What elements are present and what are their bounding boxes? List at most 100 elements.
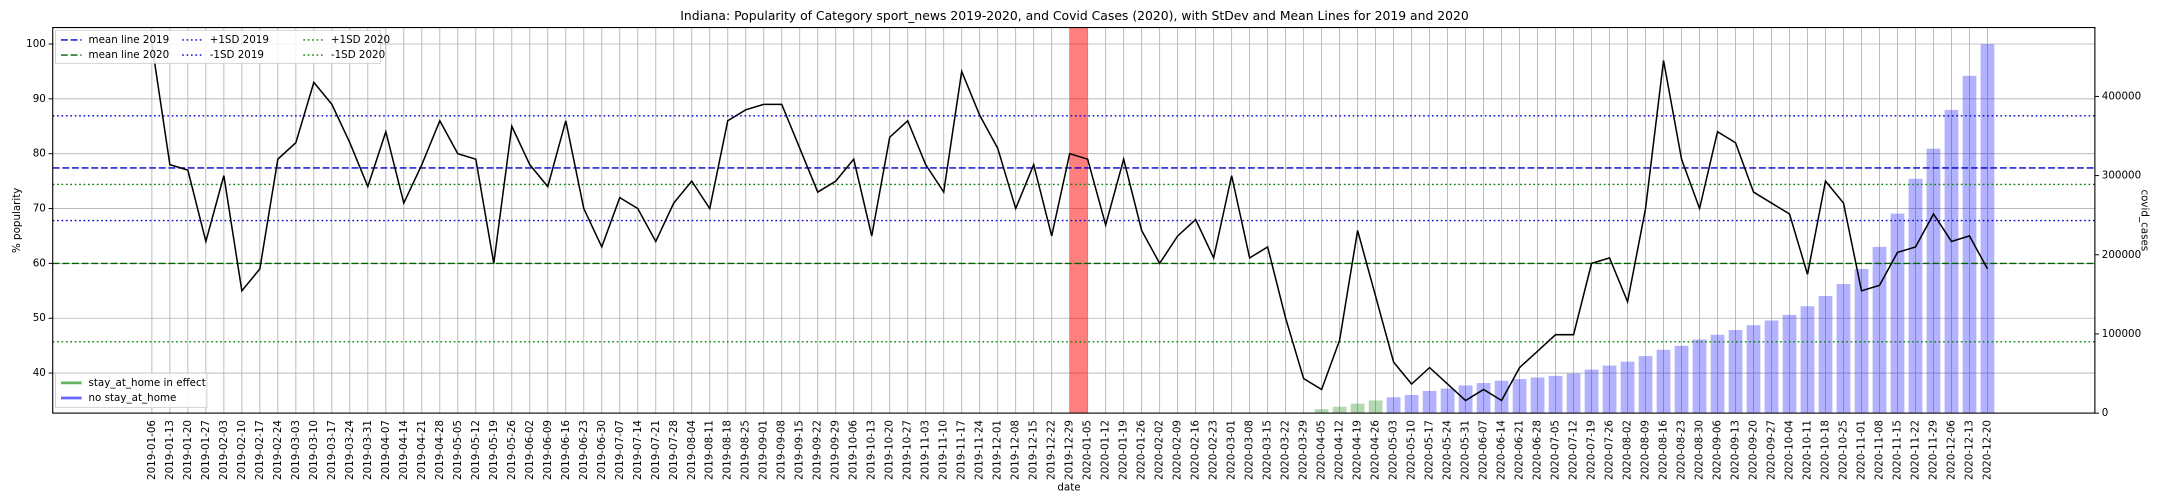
x-tick-label: 2019-04-28 bbox=[434, 420, 446, 480]
bar bbox=[1962, 75, 1977, 414]
bar bbox=[1674, 345, 1689, 414]
x-tick-label: 2019-03-03 bbox=[290, 420, 302, 480]
x-tick-label: 2019-03-24 bbox=[344, 420, 356, 480]
x-tick-label: 2019-03-17 bbox=[326, 420, 338, 480]
x-tick-label: 2019-09-15 bbox=[794, 420, 806, 480]
x-tick-label: 2020-06-21 bbox=[1514, 420, 1526, 480]
x-tick-label: 2019-11-03 bbox=[920, 420, 932, 480]
bar bbox=[1908, 178, 1923, 414]
bar bbox=[1854, 269, 1869, 414]
x-tick-label: 2019-12-08 bbox=[1010, 420, 1022, 480]
x-tick-label: 2019-12-29 bbox=[1064, 420, 1076, 480]
x-tick-label: 2020-07-05 bbox=[1550, 420, 1562, 480]
bar bbox=[1458, 385, 1473, 414]
x-tick-label: 2020-05-24 bbox=[1442, 420, 1454, 480]
bar bbox=[1332, 406, 1347, 414]
x-tick-label: 2020-06-07 bbox=[1478, 420, 1490, 480]
x-tick-label: 2020-05-03 bbox=[1388, 420, 1400, 480]
popularity-line bbox=[151, 43, 1989, 402]
y2-tick-label: 100000 bbox=[2102, 328, 2141, 340]
x-tick-label: 2020-09-06 bbox=[1712, 420, 1724, 480]
x-tick-label: 2019-01-20 bbox=[182, 420, 194, 480]
bar bbox=[1656, 349, 1671, 414]
x-tick-label: 2019-05-05 bbox=[452, 420, 464, 480]
y2-tick-label: 400000 bbox=[2102, 90, 2141, 102]
bar bbox=[1710, 334, 1725, 414]
y-tick-label: 70 bbox=[33, 203, 46, 215]
bar bbox=[1872, 246, 1887, 414]
y2-tick-label: 200000 bbox=[2102, 249, 2141, 261]
bar bbox=[1890, 213, 1905, 414]
bar bbox=[1314, 409, 1329, 414]
legend-label: -1SD 2019 bbox=[210, 49, 264, 61]
x-tick-label: 2020-11-01 bbox=[1856, 420, 1868, 480]
x-tick-label: 2020-11-08 bbox=[1873, 420, 1885, 480]
x-tick-label: 2019-06-30 bbox=[596, 420, 608, 480]
legend-label: +1SD 2020 bbox=[331, 34, 390, 46]
x-axis-label: date bbox=[1057, 481, 1080, 493]
x-tick-label: 2020-03-22 bbox=[1280, 420, 1292, 480]
plot-frame bbox=[52, 26, 2096, 414]
x-tick-label: 2020-08-02 bbox=[1622, 420, 1634, 480]
legend-label: stay_at_home in effect bbox=[89, 377, 206, 389]
x-tick-label: 2019-07-28 bbox=[668, 420, 680, 480]
x-tick-label: 2019-05-12 bbox=[470, 420, 482, 480]
x-tick-label: 2020-11-29 bbox=[1927, 420, 1939, 480]
legend-box bbox=[55, 29, 381, 64]
y-tick-label: 50 bbox=[33, 312, 46, 324]
x-tick-label: 2019-06-23 bbox=[578, 420, 590, 480]
x-tick-label: 2019-01-27 bbox=[200, 420, 212, 480]
bar bbox=[1638, 356, 1653, 414]
x-tick-label: 2020-08-30 bbox=[1694, 420, 1706, 480]
x-tick-label: 2019-10-20 bbox=[884, 420, 896, 480]
bar bbox=[1818, 295, 1833, 414]
x-tick-label: 2019-04-21 bbox=[416, 420, 428, 480]
x-tick-label: 2019-04-07 bbox=[380, 420, 392, 480]
x-tick-label: 2020-05-17 bbox=[1424, 420, 1436, 480]
x-tick-label: 2020-02-09 bbox=[1172, 420, 1184, 480]
bar bbox=[1566, 373, 1581, 414]
x-tick-label: 2020-01-19 bbox=[1118, 420, 1130, 480]
bar bbox=[1548, 375, 1563, 414]
bar bbox=[1494, 380, 1509, 414]
y-tick-label: 60 bbox=[33, 257, 46, 269]
x-tick-label: 2020-01-26 bbox=[1136, 420, 1148, 480]
x-tick-label: 2020-11-22 bbox=[1909, 420, 1921, 480]
x-tick-label: 2020-07-26 bbox=[1604, 420, 1616, 480]
y2-axis-label: covid_cases bbox=[2138, 189, 2150, 251]
x-tick-label: 2019-11-10 bbox=[938, 420, 950, 480]
bar bbox=[1440, 388, 1455, 414]
x-tick-label: 2019-02-03 bbox=[218, 420, 230, 480]
x-tick-label: 2019-09-22 bbox=[812, 420, 824, 480]
y-tick-label: 40 bbox=[33, 367, 46, 379]
x-tick-label: 2019-10-13 bbox=[866, 420, 878, 480]
x-tick-label: 2019-12-15 bbox=[1028, 420, 1040, 480]
x-tick-label: 2020-07-12 bbox=[1568, 420, 1580, 480]
x-tick-label: 2020-06-28 bbox=[1532, 420, 1544, 480]
x-tick-label: 2019-11-24 bbox=[974, 420, 986, 480]
x-tick-label: 2020-03-15 bbox=[1262, 420, 1274, 480]
x-tick-label: 2020-07-19 bbox=[1586, 420, 1598, 480]
x-tick-label: 2020-05-10 bbox=[1406, 420, 1418, 480]
x-tick-label: 2019-07-07 bbox=[614, 420, 626, 480]
legend-label: no stay_at_home bbox=[89, 392, 177, 404]
x-tick-label: 2020-02-02 bbox=[1154, 420, 1166, 480]
legend-box bbox=[55, 372, 208, 409]
x-tick-label: 2019-06-09 bbox=[542, 420, 554, 480]
highlight-span bbox=[1069, 27, 1088, 414]
x-tick-label: 2020-03-08 bbox=[1244, 420, 1256, 480]
x-tick-label: 2020-10-11 bbox=[1802, 420, 1814, 480]
chart-title: Indiana: Popularity of Category sport_ne… bbox=[680, 8, 1469, 23]
y-tick-label: 80 bbox=[33, 148, 46, 160]
legend-label: -1SD 2020 bbox=[331, 49, 385, 61]
bar bbox=[1602, 365, 1617, 414]
x-tick-label: 2020-04-05 bbox=[1316, 420, 1328, 480]
bar bbox=[1350, 403, 1365, 414]
x-tick-label: 2020-02-16 bbox=[1190, 420, 1202, 480]
legend-label: mean line 2020 bbox=[89, 49, 170, 61]
x-tick-label: 2019-07-14 bbox=[632, 420, 644, 480]
bar bbox=[1422, 390, 1437, 414]
bar bbox=[1692, 339, 1707, 414]
